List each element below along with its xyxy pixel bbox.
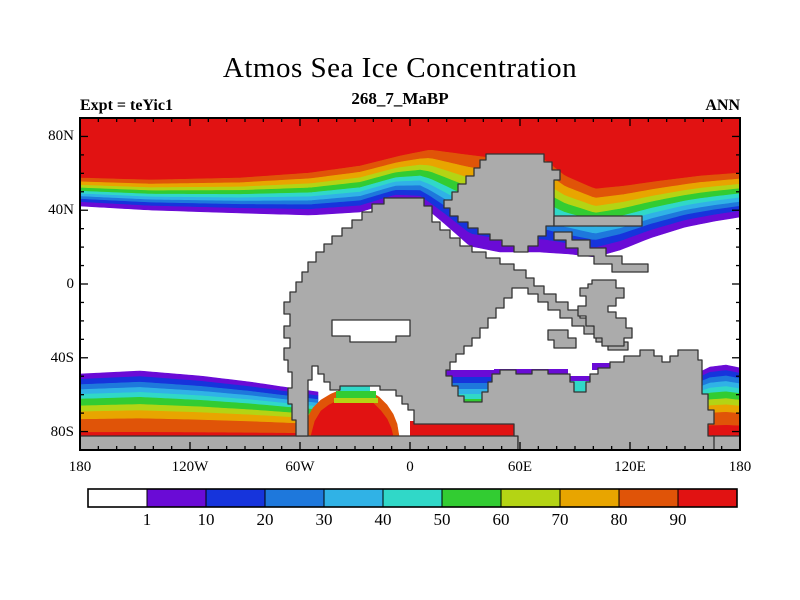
colorbar-tick-label: 1: [142, 510, 152, 529]
sh-coastal-ice: [446, 394, 498, 399]
colorbar-cell: [146, 488, 207, 508]
colorbar-tick-label: 70: [551, 510, 569, 529]
x-axis-tick-label: 120E: [614, 459, 646, 475]
colorbar-cell: [205, 488, 266, 508]
land-tethys-arm: [553, 231, 649, 273]
colorbar-tick-label: 20: [256, 510, 274, 529]
colorbar-frame: [87, 488, 738, 508]
sh-coastal-ice: [446, 377, 498, 383]
x-axis-tick-label: 120W: [171, 459, 209, 475]
inland-sea: [331, 319, 411, 343]
colorbar-cell: [618, 488, 679, 508]
x-axis-tick-label: 60E: [507, 459, 533, 475]
experiment-label: Expt = teYic1: [80, 97, 173, 114]
land-antarctic-strip-east: [711, 435, 741, 451]
season-label: ANN: [705, 97, 740, 114]
x-axis-tick-label: 60W: [285, 459, 315, 475]
colorbar-tick-label: 50: [433, 510, 451, 529]
colorbar-cell: [264, 488, 325, 508]
y-axis-tick-label: 80N: [48, 128, 74, 145]
colorbar-cell: [87, 488, 148, 508]
colorbar-tick-label: 90: [669, 510, 687, 529]
sh-dome-cap: [336, 391, 376, 398]
colorbar-cell: [441, 488, 502, 508]
colorbar-cell: [500, 488, 561, 508]
y-axis-tick-label: 40N: [48, 202, 74, 219]
sh-coastal-ice: [446, 370, 498, 377]
x-axis-tick-label: 180: [728, 459, 752, 475]
colorbar-cell: [323, 488, 384, 508]
y-axis-tick-label: 40S: [50, 349, 74, 366]
x-axis-tick-label: 180: [68, 459, 92, 475]
page-title: Atmos Sea Ice Concentration: [222, 52, 578, 84]
land-tethys-bar: [553, 215, 643, 227]
colorbar-cell: [382, 488, 443, 508]
y-axis-tick-label: 0: [66, 276, 75, 292]
land-tethys-island: [577, 279, 633, 347]
land-north-island: [443, 153, 561, 253]
sh-dome-cap: [340, 384, 370, 391]
colorbar-tick-label: 10: [197, 510, 215, 529]
colorbar-cell: [559, 488, 620, 508]
land-tethys-islet: [547, 329, 577, 349]
sh-coastal-ice: [494, 369, 568, 375]
colorbar-tick-label: 80: [610, 510, 628, 529]
x-axis-tick-label: 0: [406, 459, 414, 475]
y-axis-tick-label: 80S: [50, 423, 74, 440]
sh-coastal-ice: [446, 383, 498, 389]
colorbar-tick-label: 30: [315, 510, 333, 529]
land-antarctic-strip: [79, 435, 519, 451]
colorbar-tick-label: 60: [492, 510, 510, 529]
sh-dome-cap: [334, 398, 378, 403]
plot-subtitle: 268_7_MaBP: [351, 89, 449, 108]
sh-coastal-ice: [446, 389, 498, 394]
sh-coastal-ice: [566, 376, 594, 381]
sh-red-channel: [410, 421, 518, 437]
colorbar-tick-label: 40: [374, 510, 392, 529]
colorbar-cell: [677, 488, 738, 508]
